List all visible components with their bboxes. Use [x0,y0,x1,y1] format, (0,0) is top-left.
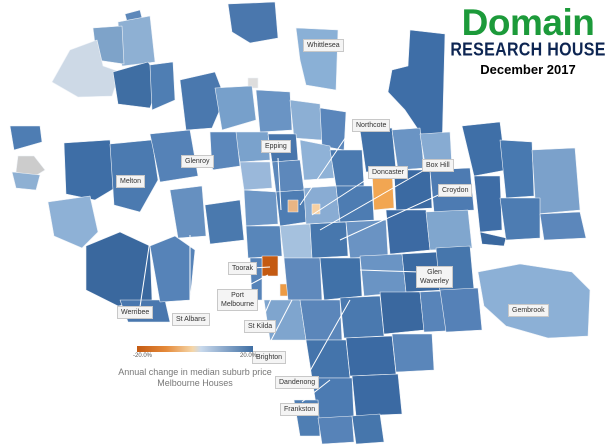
label-werribee: Werribee [117,306,154,319]
label-epping: Epping [261,140,291,153]
label-st-albans: St Albans [172,313,210,326]
label-glenroy: Glenroy [181,155,214,168]
label-whittlesea: Whittlesea [303,39,344,52]
label-frankston: Frankston [280,403,320,416]
label-box-hill: Box Hill [422,159,454,172]
label-st-kilda: St Kilda [244,320,277,333]
brand-domain-text: Domain [461,2,595,43]
label-glen-waverley: Glen Waverley [416,266,453,288]
legend-max-label: 20.0% [239,353,257,359]
legend-ticks: -20.0% 20.0% [133,353,257,359]
brand-logo: Domain RESEARCH HOUSE December 2017 [448,4,608,78]
brand-research-house-text: RESEARCH HOUSE [450,40,606,61]
legend-gradient-bar [137,346,253,352]
color-legend: -20.0% 20.0% Annual change in median sub… [110,346,280,389]
label-melton: Melton [116,175,146,188]
brand-date-text: December 2017 [480,62,576,77]
legend-min-label: -20.0% [133,353,153,359]
callout-lines [139,127,446,403]
label-port-melbourne: Port Melbourne [217,289,259,311]
label-northcote: Northcote [352,119,391,132]
label-gembrook: Gembrook [508,304,549,317]
label-doncaster: Doncaster [368,166,408,179]
label-dandenong: Dandenong [275,376,320,389]
label-port-melbourne-line1: Port [231,292,244,299]
label-port-melbourne-line2: Melbourne [221,301,255,308]
suburb-regions [9,1,591,445]
label-glen-waverley-line1: Glen [427,269,442,276]
legend-title-line1: Annual change in median suburb price [118,367,272,377]
label-glen-waverley-line2: Waverley [420,278,449,285]
label-brighton: Brighton [252,351,287,364]
label-toorak: Toorak [228,262,258,275]
legend-title-line2: Melbourne Houses [157,378,233,388]
label-croydon: Croydon [438,184,473,197]
